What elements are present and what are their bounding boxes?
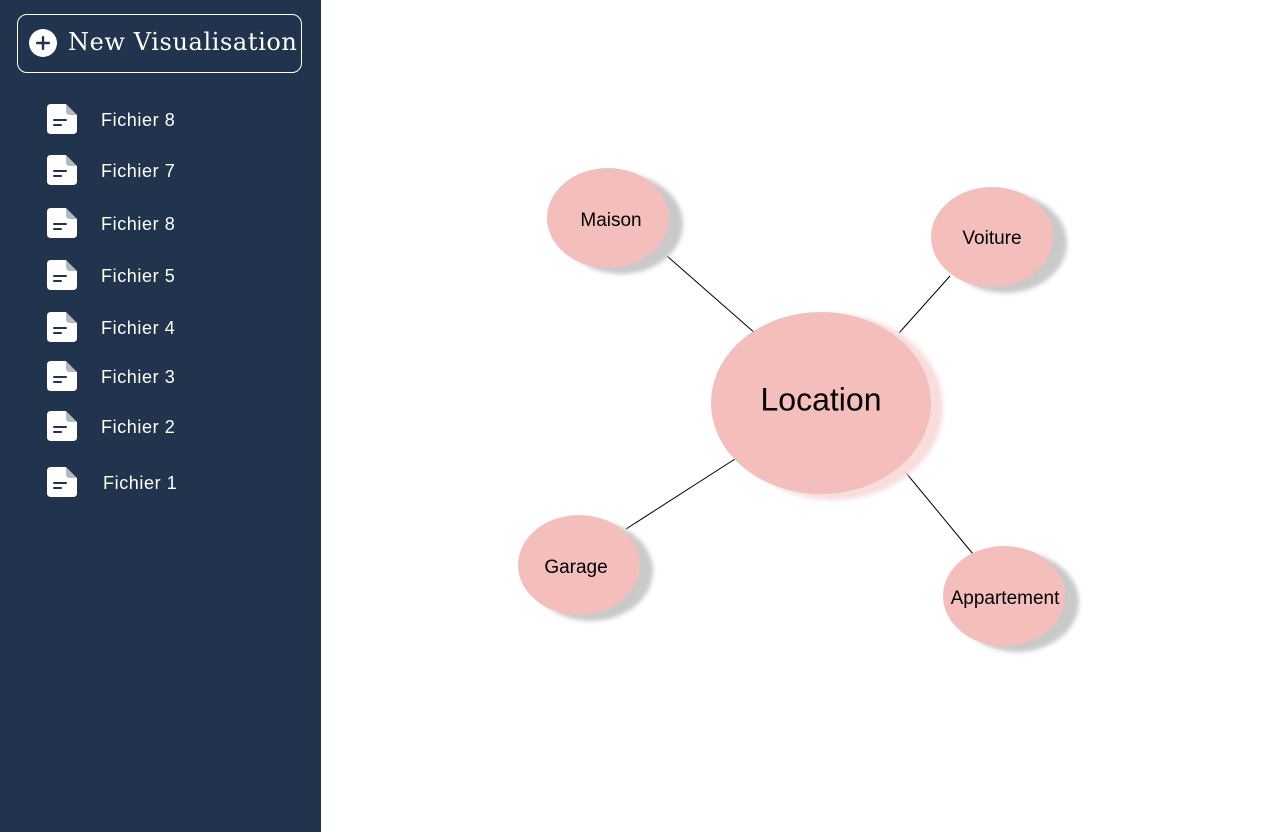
file-item-fichier-7[interactable]: Fichier 7: [47, 155, 287, 187]
file-label: Fichier 1: [103, 473, 178, 493]
node-ellipse: [943, 546, 1065, 646]
node-label-voiture: Voiture: [962, 228, 1021, 249]
document-icon: [47, 312, 77, 342]
node-garage[interactable]: Garage: [518, 515, 653, 621]
file-label: Fichier 5: [101, 266, 176, 286]
connector-lines: [625, 255, 974, 555]
document-icon: [47, 361, 77, 391]
document-icon: [47, 208, 77, 238]
node-label-appartement: Appartement: [951, 588, 1061, 609]
file-item-fichier-8b[interactable]: Fichier 8: [47, 208, 287, 240]
document-icon: [47, 467, 77, 497]
node-voiture[interactable]: Voiture: [931, 187, 1067, 293]
file-label: Fichier 8: [101, 110, 176, 130]
edge-location-appartement: [901, 467, 974, 555]
file-label: Fichier 8: [101, 214, 176, 234]
file-item-fichier-4[interactable]: Fichier 4: [47, 312, 287, 344]
node-label-maison: Maison: [580, 210, 641, 231]
file-list: Fichier 8 Fichier 7 Fichier 8: [0, 0, 321, 832]
mind-map[interactable]: Location Maison Voiture Garage Appar: [321, 0, 1280, 832]
edge-location-garage: [625, 458, 736, 530]
edge-location-voiture: [898, 275, 951, 334]
node-location[interactable]: Location: [711, 312, 943, 500]
node-ellipse: [547, 168, 669, 268]
sidebar: New Visualisation Fichier 8: [0, 0, 321, 832]
file-item-fichier-1[interactable]: Fichier 1: [47, 467, 287, 499]
node-appartement[interactable]: Appartement: [943, 546, 1079, 652]
new-visualisation-label: New Visualisation: [68, 28, 298, 56]
document-icon: [47, 411, 77, 441]
file-item-fichier-2[interactable]: Fichier 2: [47, 411, 287, 443]
node-ellipse: [711, 312, 931, 494]
node-label-location: Location: [761, 381, 882, 417]
file-label: Fichier 2: [101, 417, 176, 437]
file-item-fichier-8[interactable]: Fichier 8: [47, 104, 287, 136]
file-label: Fichier 3: [101, 367, 176, 387]
node-ellipse: [518, 515, 640, 615]
node-maison[interactable]: Maison: [547, 168, 683, 274]
file-label: Fichier 4: [101, 318, 176, 338]
document-icon: [47, 260, 77, 290]
file-item-fichier-5[interactable]: Fichier 5: [47, 260, 287, 292]
new-visualisation-button[interactable]: New Visualisation: [17, 14, 302, 73]
visualisation-canvas[interactable]: Location Maison Voiture Garage Appar: [321, 0, 1280, 832]
node-label-garage: Garage: [544, 557, 607, 578]
plus-circle-icon: [29, 29, 57, 57]
document-icon: [47, 104, 77, 134]
file-label: Fichier 7: [101, 161, 176, 181]
file-item-fichier-3[interactable]: Fichier 3: [47, 361, 287, 393]
document-icon: [47, 155, 77, 185]
node-ellipse: [931, 187, 1053, 287]
edge-location-maison: [666, 255, 757, 335]
